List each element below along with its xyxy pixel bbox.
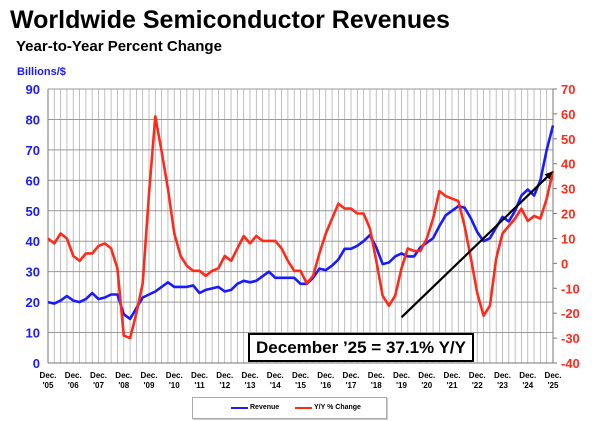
y2-tick-label: -30	[561, 331, 580, 346]
x-tick-label: Dec.	[343, 371, 360, 380]
legend-swatch-yy	[295, 406, 312, 409]
y2-tick-label: 20	[561, 207, 575, 222]
y2-tick-label: 10	[561, 231, 575, 246]
y2-tick-label: 30	[561, 182, 575, 197]
y2-tick-label: 40	[561, 157, 575, 172]
x-tick-label: Dec.	[545, 371, 562, 380]
x-tick-label: Dec.	[519, 371, 536, 380]
y-tick-label: 50	[26, 204, 40, 219]
legend-swatch-revenue	[231, 406, 248, 409]
yy-change-line	[47, 115, 555, 340]
x-tick-label-year: '06	[68, 381, 79, 390]
x-tick-label: Dec.	[191, 371, 208, 380]
y2-tick-label: -10	[561, 281, 580, 296]
x-tick-label: Dec.	[242, 371, 259, 380]
x-tick-label-year: '17	[346, 381, 357, 390]
x-tick-label-year: '08	[118, 381, 129, 390]
y-tick-label: 70	[26, 143, 40, 158]
x-tick-label: Dec.	[418, 371, 435, 380]
x-tick-label: Dec.	[469, 371, 486, 380]
x-tick-label-year: '10	[169, 381, 180, 390]
y-tick-label: 0	[33, 356, 40, 371]
x-tick-label-year: '07	[93, 381, 104, 390]
y-tick-label: 90	[26, 82, 40, 97]
y2-tick-label: -40	[561, 356, 580, 371]
x-tick-label-year: '11	[194, 381, 205, 390]
x-tick-label: Dec.	[444, 371, 461, 380]
x-tick-label: Dec.	[216, 371, 233, 380]
x-tick-label: Dec.	[393, 371, 410, 380]
y-tick-label: 20	[26, 295, 40, 310]
x-tick-label-year: '20	[421, 381, 432, 390]
x-tick-label-year: '24	[522, 381, 533, 390]
x-tick-label-year: '18	[371, 381, 382, 390]
x-tick-label: Dec.	[267, 371, 284, 380]
y2-tick-label: 70	[561, 82, 575, 97]
x-tick-label-year: '23	[497, 381, 508, 390]
trend-arrow-head	[544, 171, 553, 180]
y2-tick-label: 0	[561, 256, 568, 271]
legend-label-revenue: Revenue	[250, 404, 280, 411]
x-tick-label: Dec.	[115, 371, 132, 380]
annotation-box: December ’25 = 37.1% Y/Y	[248, 333, 474, 362]
y-tick-label: 30	[26, 265, 40, 280]
legend-item-revenue: Revenue	[231, 404, 279, 411]
x-tick-label: Dec.	[292, 371, 309, 380]
x-tick-label-year: '12	[219, 381, 230, 390]
x-tick-label: Dec.	[90, 371, 107, 380]
chart-title: Worldwide Semiconductor Revenues	[10, 6, 450, 34]
legend-label-yy: Y/Y % Change	[314, 404, 361, 411]
x-tick-label: Dec.	[317, 371, 334, 380]
x-tick-label-year: '25	[548, 381, 559, 390]
y-tick-label: 60	[26, 173, 40, 188]
legend: Revenue Y/Y % Change	[192, 397, 387, 419]
revenue-line	[47, 125, 555, 321]
x-tick-label-year: '14	[270, 381, 281, 390]
y-tick-label: 40	[26, 234, 40, 249]
x-tick-label: Dec.	[65, 371, 82, 380]
x-tick-label-year: '19	[396, 381, 407, 390]
x-tick-label-year: '05	[43, 381, 54, 390]
x-tick-label-year: '09	[144, 381, 155, 390]
legend-item-yy: Y/Y % Change	[295, 404, 361, 411]
x-tick-label-year: '22	[472, 381, 483, 390]
x-tick-label-year: '13	[245, 381, 256, 390]
y2-tick-label: 60	[561, 107, 575, 122]
x-tick-label-year: '16	[320, 381, 331, 390]
y-tick-label: 80	[26, 112, 40, 127]
x-tick-label-year: '15	[295, 381, 306, 390]
y-axis-label: Billions/$	[17, 66, 66, 78]
y2-tick-label: 50	[561, 132, 575, 147]
x-tick-label: Dec.	[494, 371, 511, 380]
x-tick-label: Dec.	[40, 371, 57, 380]
x-tick-label: Dec.	[141, 371, 158, 380]
trend-arrow	[400, 174, 550, 319]
chart-subtitle: Year-to-Year Percent Change	[16, 38, 222, 55]
y2-tick-label: -20	[561, 306, 580, 321]
x-tick-label: Dec.	[166, 371, 183, 380]
y-tick-label: 10	[26, 326, 40, 341]
x-tick-label-year: '21	[447, 381, 458, 390]
x-tick-label: Dec.	[368, 371, 385, 380]
